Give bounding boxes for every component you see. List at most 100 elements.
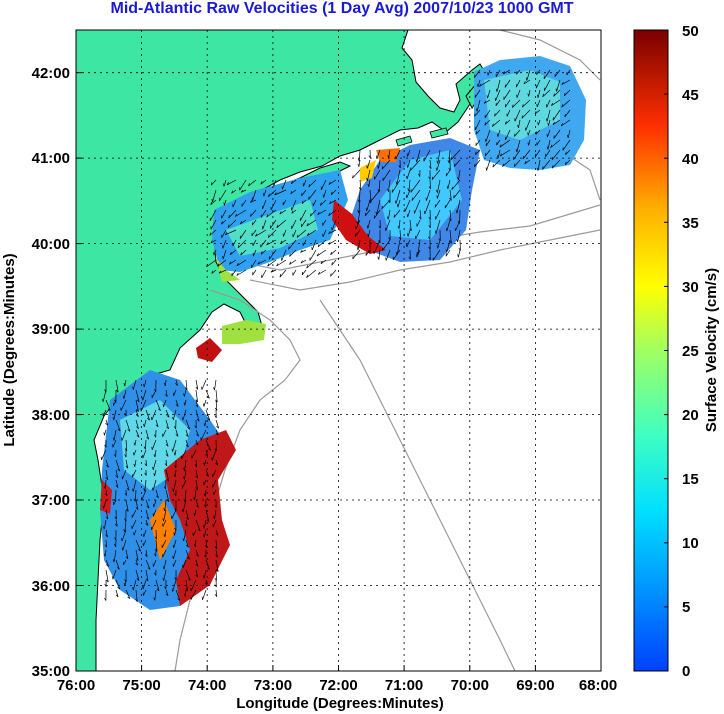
velocity-arrow — [300, 259, 307, 264]
velocity-arrow — [165, 479, 167, 490]
velocity-arrow-head — [105, 516, 109, 520]
velocity-arrow — [185, 509, 189, 520]
colorbar-tick-label: 30 — [682, 279, 699, 296]
velocity-arrow-head — [136, 409, 139, 412]
velocity-arrow — [320, 259, 327, 265]
velocity-arrow-head — [484, 122, 486, 126]
velocity-arrow-head — [418, 173, 421, 177]
velocity-arrow — [142, 539, 147, 547]
velocity-arrow-head — [195, 404, 199, 408]
velocity-arrow-head — [428, 225, 431, 229]
velocity-arrow-head — [194, 425, 197, 429]
velocity-arrow — [458, 249, 461, 258]
velocity-arrow-head — [146, 505, 150, 509]
velocity-arrow-head — [116, 567, 120, 570]
y-tick-label: 41:00 — [32, 150, 70, 167]
velocity-arrow — [411, 189, 421, 201]
velocity-arrow — [145, 439, 147, 450]
velocity-arrow — [378, 249, 381, 260]
velocity-arrow — [125, 439, 128, 452]
velocity-arrow-head — [173, 452, 176, 456]
velocity-arrow — [214, 509, 217, 519]
velocity-arrow — [406, 189, 411, 199]
velocity-arrow — [173, 389, 177, 397]
velocity-arrow — [274, 189, 287, 196]
velocity-arrow — [132, 579, 137, 591]
velocity-arrow-head — [183, 593, 186, 597]
velocity-arrow — [135, 569, 140, 581]
velocity-arrow — [330, 189, 337, 195]
velocity-arrow — [174, 449, 177, 456]
velocity-arrow — [366, 159, 371, 169]
velocity-arrow-head — [450, 157, 452, 161]
velocity-arrow — [184, 589, 187, 597]
velocity-arrow — [103, 499, 107, 509]
velocity-arrow-head — [367, 233, 369, 237]
velocity-arrow — [205, 439, 211, 451]
velocity-arrow — [331, 259, 337, 266]
velocity-arrow — [232, 239, 237, 247]
velocity-arrow-head — [173, 532, 175, 536]
velocity-arrow-head — [449, 197, 452, 201]
velocity-arrow — [131, 509, 137, 518]
velocity-arrow — [396, 239, 401, 255]
velocity-arrow-head — [223, 183, 225, 187]
velocity-arrow-head — [504, 121, 507, 125]
velocity-arrow-head — [484, 153, 487, 157]
velocity-arrow — [407, 149, 411, 157]
velocity-arrow-head — [215, 433, 219, 436]
velocity-arrow-head — [138, 549, 141, 552]
velocity-arrow — [221, 209, 227, 219]
velocity-arrow-head — [195, 399, 198, 403]
velocity-arrow — [270, 199, 277, 211]
velocity-arrow — [153, 499, 157, 508]
velocity-arrow — [142, 579, 147, 590]
velocity-arrow — [328, 229, 337, 235]
velocity-arrow-head — [124, 454, 127, 458]
velocity-arrow — [113, 399, 117, 406]
velocity-arrow — [270, 219, 277, 229]
velocity-arrow-head — [367, 183, 370, 187]
velocity-arrow — [426, 189, 431, 201]
velocity-arrow — [435, 219, 441, 234]
velocity-arrow — [125, 459, 129, 469]
velocity-arrow — [134, 459, 137, 467]
velocity-arrow — [382, 169, 391, 181]
velocity-arrow-head — [103, 553, 106, 557]
velocity-arrow-head — [133, 532, 135, 536]
colorbar-tick-label: 25 — [682, 343, 699, 360]
velocity-arrow-head — [561, 81, 564, 85]
velocity-arrow-head — [187, 427, 191, 430]
velocity-arrow-head — [210, 182, 213, 186]
velocity-arrow-head — [112, 437, 115, 441]
velocity-arrow-head — [181, 509, 184, 513]
velocity-arrow — [252, 269, 257, 276]
velocity-arrow — [518, 119, 521, 128]
velocity-arrow-head — [564, 161, 567, 165]
velocity-arrow — [546, 109, 551, 122]
velocity-arrow — [215, 589, 218, 597]
y-tick-label: 40:00 — [32, 236, 70, 253]
velocity-arrow-head — [555, 88, 557, 92]
velocity-arrow — [102, 409, 107, 417]
velocity-arrow — [155, 399, 161, 411]
velocity-arrow — [134, 439, 137, 446]
velocity-arrow-head — [195, 564, 199, 567]
velocity-arrow — [487, 69, 491, 76]
velocity-arrow — [223, 179, 227, 187]
velocity-arrow — [322, 229, 327, 238]
velocity-arrow-head — [146, 436, 149, 440]
velocity-arrow-head — [542, 166, 544, 170]
velocity-arrow — [134, 489, 137, 502]
velocity-arrow-head — [300, 249, 303, 253]
velocity-arrow-head — [227, 224, 230, 228]
velocity-arrow-head — [171, 588, 174, 592]
velocity-arrow — [123, 559, 127, 566]
velocity-arrow — [191, 449, 197, 459]
velocity-arrow — [564, 109, 571, 118]
velocity-arrow-head — [162, 566, 165, 570]
grid-lines — [76, 30, 601, 671]
velocity-arrow — [103, 519, 107, 530]
velocity-arrow — [185, 519, 188, 527]
velocity-arrow-head — [194, 464, 197, 468]
